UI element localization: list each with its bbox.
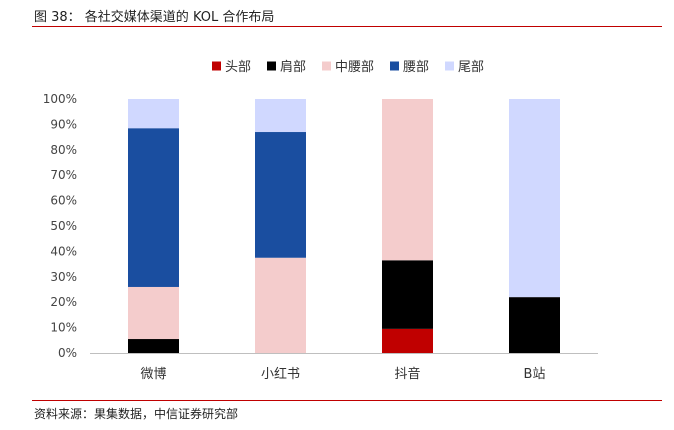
x-axis: 微博 小红书 抖音 B站 bbox=[90, 353, 598, 382]
source-note: 资料来源：果集数据，中信证券研究部 bbox=[34, 407, 239, 421]
x-category-label: 小红书 bbox=[261, 366, 300, 382]
x-category-label: 微博 bbox=[140, 367, 166, 382]
figure-title: 图 38： 各社交媒体渠道的 KOL 合作布局 bbox=[34, 10, 275, 25]
legend-swatch bbox=[267, 61, 276, 71]
bar-segment bbox=[382, 328, 433, 353]
legend-swatch bbox=[445, 61, 454, 71]
y-tick-label: 80% bbox=[50, 143, 77, 157]
y-axis: 0% 10% 20% 30% 40% 50% 60% 70% 80% 90% 100% bbox=[43, 92, 77, 360]
legend-label: 肩部 bbox=[280, 59, 306, 75]
bar-segment bbox=[255, 257, 306, 353]
bar-segment bbox=[382, 260, 433, 329]
y-tick-label: 60% bbox=[50, 194, 77, 208]
legend-label: 中腰部 bbox=[335, 60, 374, 75]
y-tick-label: 10% bbox=[50, 321, 77, 335]
legend-swatch bbox=[322, 61, 331, 71]
y-tick-label: 40% bbox=[50, 244, 77, 258]
y-tick-label: 0% bbox=[58, 346, 77, 360]
legend-swatch bbox=[390, 61, 399, 71]
y-tick-label: 100% bbox=[43, 92, 77, 106]
bar-segment bbox=[128, 339, 179, 353]
legend-swatch bbox=[212, 61, 221, 71]
bar-segment bbox=[509, 297, 560, 353]
bar-segment bbox=[255, 99, 306, 133]
top-rule bbox=[32, 26, 662, 27]
y-tick-label: 90% bbox=[50, 117, 77, 131]
bar-segment bbox=[255, 132, 306, 258]
legend-label: 头部 bbox=[225, 60, 251, 75]
bars bbox=[128, 99, 560, 353]
x-category-label: B站 bbox=[524, 367, 546, 382]
chart-legend: 头部 肩部 中腰部 腰部 尾部 bbox=[212, 59, 484, 75]
bar-segment bbox=[128, 128, 179, 287]
bar-segment bbox=[382, 99, 433, 261]
y-tick-label: 50% bbox=[50, 219, 77, 233]
bar-segment bbox=[509, 99, 560, 298]
x-category-label: 抖音 bbox=[394, 366, 420, 382]
bar-segment bbox=[128, 99, 179, 129]
y-tick-label: 30% bbox=[50, 270, 77, 284]
legend-label: 腰部 bbox=[403, 60, 429, 75]
y-tick-label: 20% bbox=[50, 295, 77, 309]
bottom-rule bbox=[32, 400, 662, 401]
stacked-bar-chart: 头部 肩部 中腰部 腰部 尾部 0% 10% 20% 30% 40% 50% 60% 70% 80% 90… bbox=[43, 59, 598, 382]
legend-label: 尾部 bbox=[458, 60, 484, 75]
bar-segment bbox=[128, 286, 179, 340]
y-tick-label: 70% bbox=[50, 168, 77, 182]
